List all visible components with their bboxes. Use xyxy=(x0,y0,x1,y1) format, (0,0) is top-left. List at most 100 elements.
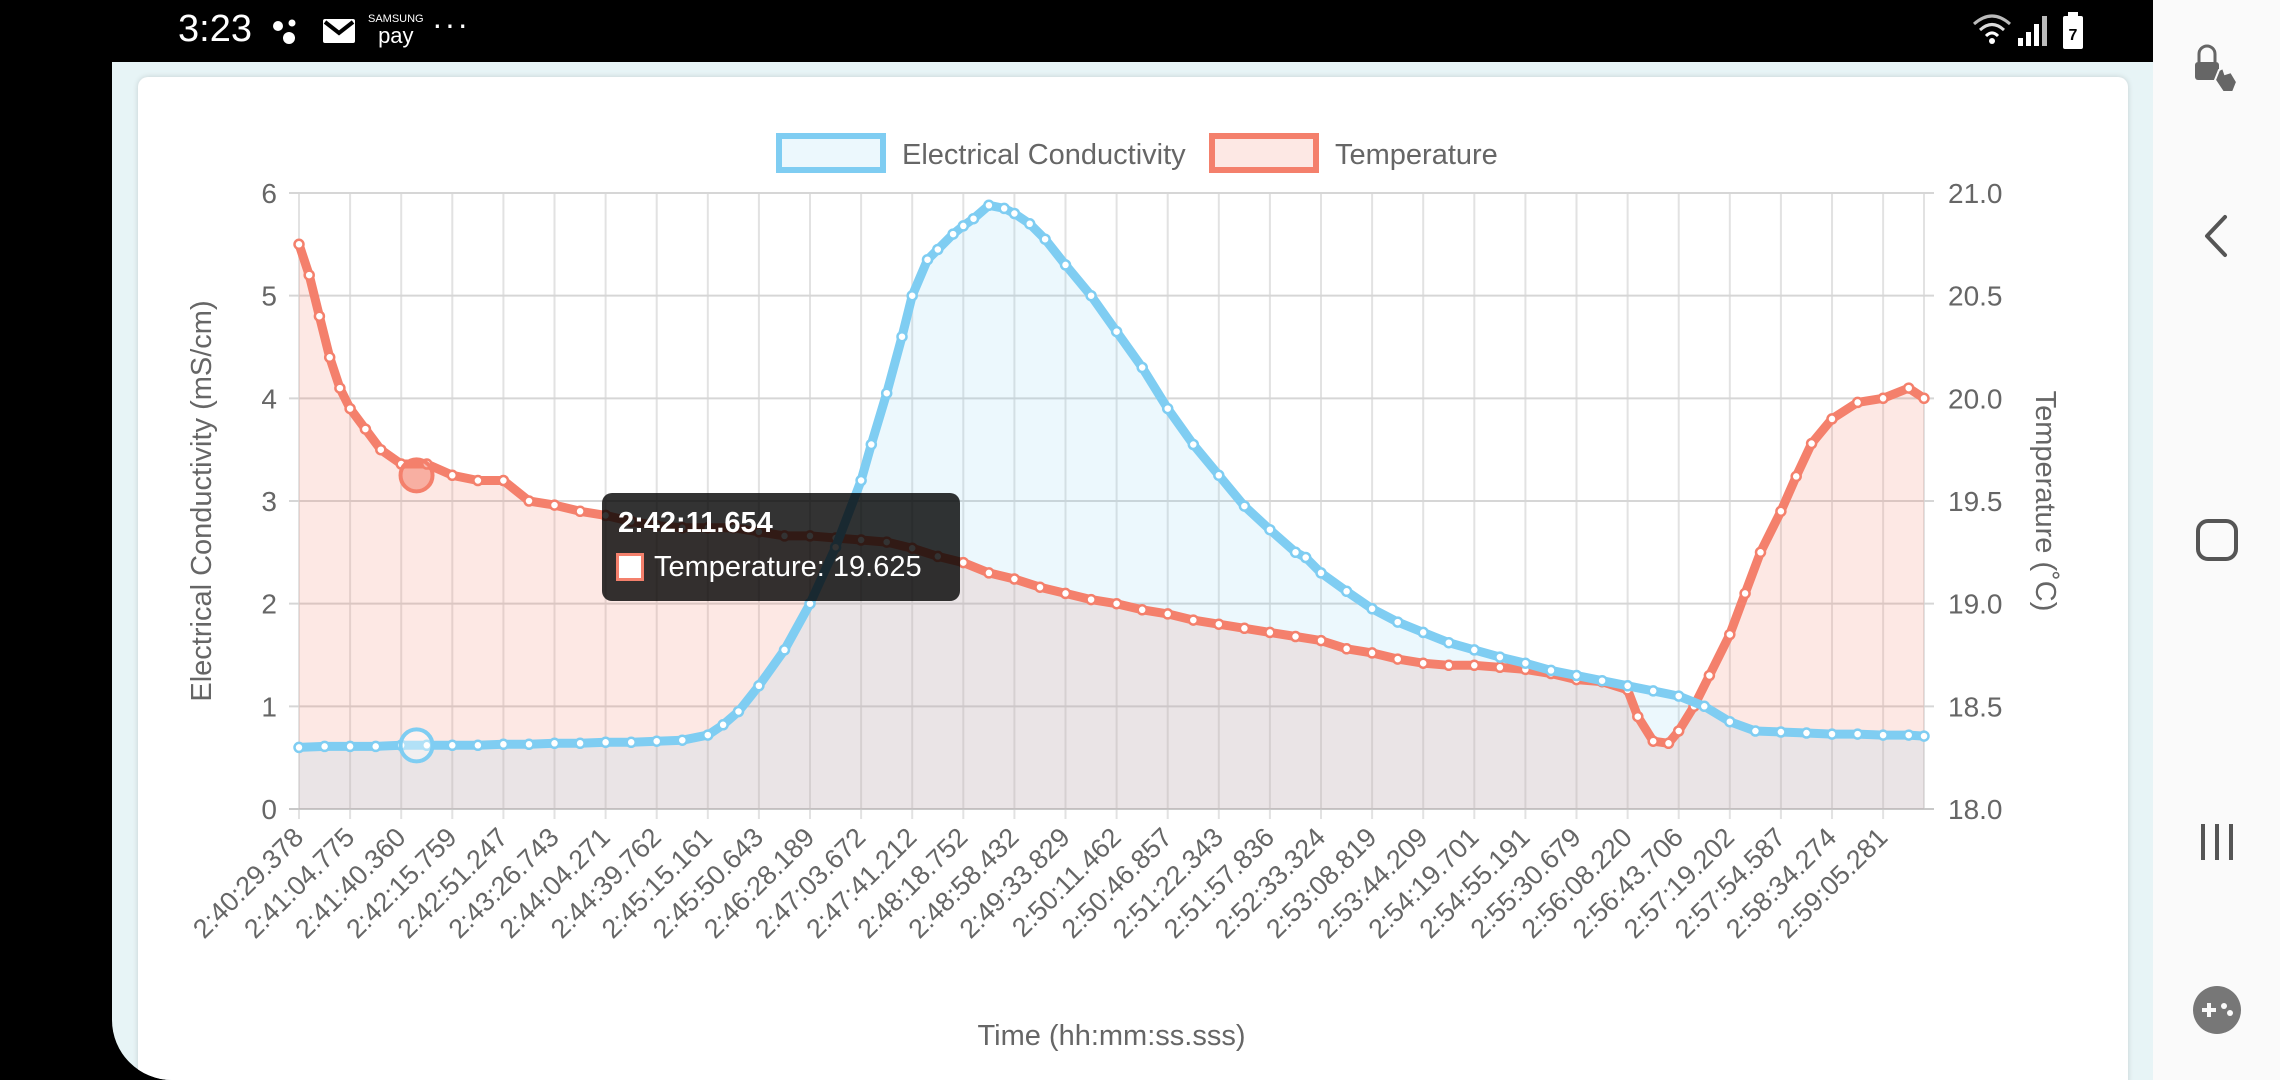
data-point-temperature xyxy=(1315,634,1327,647)
data-point-conductivity xyxy=(1621,680,1634,692)
data-point-conductivity xyxy=(1519,657,1532,669)
legend-item-conductivity[interactable]: Electrical Conductivity xyxy=(776,133,1186,173)
data-point-conductivity xyxy=(947,228,959,240)
game-launcher-button[interactable] xyxy=(2153,980,2280,1040)
tooltip-swatch xyxy=(616,553,644,581)
chart-legend[interactable]: Electrical Conductivity Temperature xyxy=(776,133,1498,173)
home-icon xyxy=(2195,519,2238,561)
data-point-conductivity xyxy=(1238,500,1251,512)
data-point-conductivity xyxy=(932,243,944,256)
data-point-temperature xyxy=(1443,659,1455,672)
legend-swatch xyxy=(1209,133,1319,173)
data-point-temperature xyxy=(1468,659,1481,672)
data-point-conductivity xyxy=(1800,727,1813,739)
data-point-conductivity xyxy=(1877,729,1889,741)
data-point-conductivity xyxy=(896,330,908,343)
data-point-conductivity xyxy=(1494,651,1506,663)
data-point-conductivity xyxy=(1570,669,1583,682)
data-point-conductivity xyxy=(967,212,980,225)
home-button[interactable] xyxy=(2153,510,2280,570)
data-point-conductivity xyxy=(1366,603,1378,615)
data-point-conductivity xyxy=(702,729,714,741)
data-point-conductivity xyxy=(753,680,765,692)
data-point-conductivity xyxy=(1902,729,1915,741)
y-right-tick-label: 18.0 xyxy=(1948,794,2003,825)
data-point-conductivity xyxy=(1340,585,1353,598)
chart-highlights xyxy=(398,457,435,764)
data-point-temperature xyxy=(548,499,561,511)
data-point-conductivity xyxy=(855,474,867,487)
status-time: 3:23 xyxy=(178,8,252,50)
gmail-icon xyxy=(323,19,355,43)
data-point-conductivity xyxy=(1417,626,1429,639)
data-point-conductivity xyxy=(1110,325,1123,338)
data-point-temperature xyxy=(1059,587,1072,600)
data-point-conductivity xyxy=(1136,361,1148,374)
data-point-conductivity xyxy=(1749,725,1762,737)
data-point-temperature xyxy=(1672,725,1685,737)
data-point-conductivity xyxy=(1724,715,1736,728)
legend-label: Temperature xyxy=(1335,139,1498,171)
data-point-temperature xyxy=(1902,382,1915,394)
data-point-conductivity xyxy=(1647,685,1659,697)
series-fill-conductivity xyxy=(299,205,1924,810)
data-point-conductivity xyxy=(1315,567,1327,579)
data-point-temperature xyxy=(523,495,535,507)
data-point-conductivity xyxy=(957,220,970,232)
data-point-temperature xyxy=(303,269,315,281)
game-controller-icon xyxy=(2192,986,2241,1034)
data-point-conductivity xyxy=(446,739,459,752)
chart-lines xyxy=(293,199,1930,754)
chart-fills xyxy=(299,205,1924,810)
data-point-conductivity xyxy=(732,705,745,718)
back-button[interactable] xyxy=(2153,206,2280,266)
chart-card: 2:40:29.378 2:41:04.775 2:41:40.360 2:42:15… xyxy=(138,77,2128,1080)
y-left-tick-label: 4 xyxy=(261,383,277,414)
y-left-tick-label: 5 xyxy=(261,281,277,312)
hover-point-conductivity xyxy=(398,727,435,764)
data-point-conductivity xyxy=(1161,402,1174,415)
data-point-temperature xyxy=(293,238,305,251)
recent-apps-button[interactable] xyxy=(2153,812,2280,872)
y-left-axis-title: Electrical Conductivity (mS/cm) xyxy=(186,300,218,701)
data-point-temperature xyxy=(1136,604,1148,616)
data-point-conductivity xyxy=(369,740,382,753)
data-point-conductivity xyxy=(1299,551,1312,564)
data-point-conductivity xyxy=(548,737,561,750)
data-point-temperature xyxy=(323,351,336,364)
status-bar: 3:23 SAMSUNG pay ··· 7 xyxy=(0,0,2153,62)
data-point-temperature xyxy=(1110,597,1123,610)
data-point-conductivity xyxy=(676,734,689,746)
data-point-conductivity xyxy=(1672,690,1685,702)
data-point-conductivity xyxy=(865,438,878,451)
legend-item-temperature[interactable]: Temperature xyxy=(1209,133,1498,173)
data-point-conductivity xyxy=(1023,218,1036,230)
data-point-temperature xyxy=(1877,392,1889,405)
data-point-conductivity xyxy=(1851,728,1864,740)
data-point-conductivity xyxy=(1775,726,1787,738)
data-point-temperature xyxy=(1790,470,1802,483)
y-right-tick-label: 18.5 xyxy=(1948,691,2003,722)
data-point-temperature xyxy=(1826,413,1838,425)
data-point-conductivity xyxy=(880,387,893,399)
screen-lock-button[interactable] xyxy=(2153,38,2280,98)
data-point-temperature xyxy=(1647,735,1659,747)
x-axis-title: Time (hh:mm:ss.sss) xyxy=(978,1020,1246,1052)
data-point-conductivity xyxy=(1918,730,1930,742)
data-point-temperature xyxy=(1805,437,1818,450)
navigation-bar xyxy=(2153,0,2280,1080)
data-point-conductivity xyxy=(717,719,729,731)
data-point-temperature xyxy=(1739,587,1751,600)
data-point-conductivity xyxy=(497,738,510,751)
lock-touch-icon xyxy=(2194,44,2238,93)
data-point-temperature xyxy=(983,567,995,579)
data-point-temperature xyxy=(1187,614,1200,626)
app-screen: 2:40:29.378 2:41:04.775 2:41:40.360 2:42:15… xyxy=(112,62,2153,1080)
data-point-conductivity xyxy=(293,741,305,754)
data-point-conductivity xyxy=(1187,438,1200,451)
data-point-conductivity xyxy=(472,739,484,752)
wifi-icon xyxy=(1973,14,2011,44)
y-right-tick-label: 20.0 xyxy=(1948,383,2003,414)
data-point-conductivity xyxy=(1039,233,1051,245)
data-point-temperature xyxy=(1034,581,1046,593)
